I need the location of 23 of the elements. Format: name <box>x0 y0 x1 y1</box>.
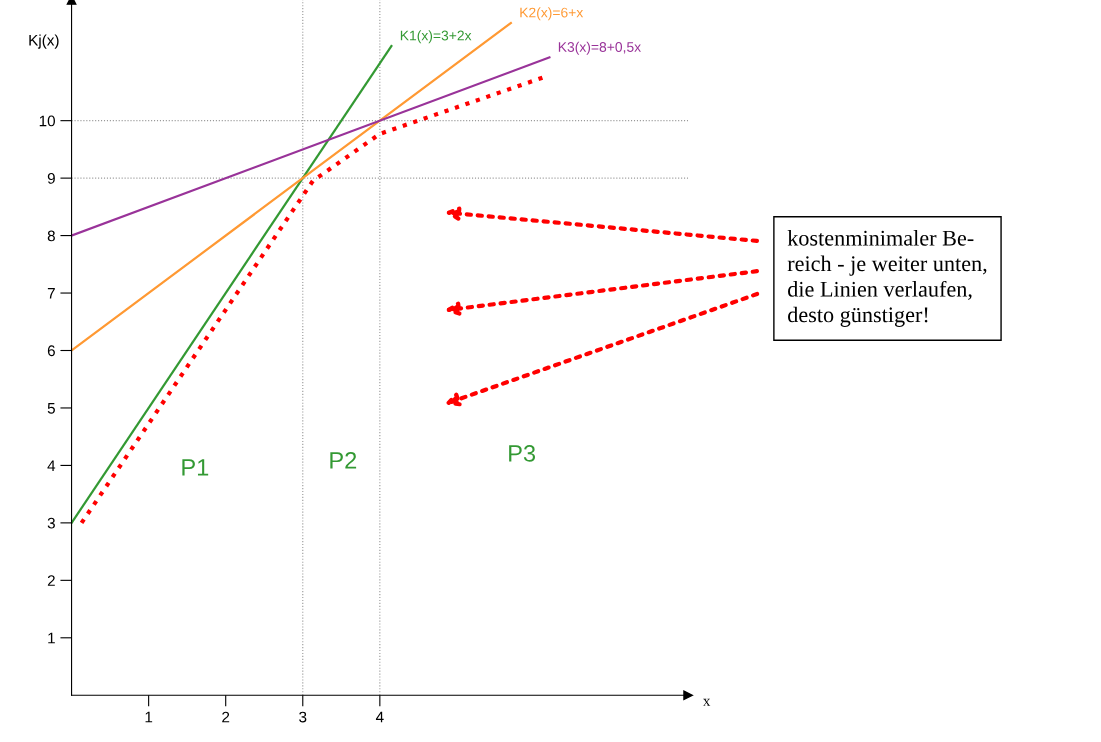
annotation: P3 <box>509 445 536 462</box>
y-tick-label: 1 <box>48 632 55 644</box>
y-tick-label: 2 <box>47 575 55 586</box>
y-tick-label: 4 <box>47 460 56 471</box>
y-tick-label: 9 <box>47 172 55 184</box>
x-tick-label: 4 <box>375 711 384 723</box>
x-tick-label: 3 <box>299 711 307 723</box>
y-tick-label: 5 <box>47 402 55 414</box>
y-tick-label: 3 <box>47 517 55 529</box>
annotation: P1 <box>182 459 209 476</box>
series-label: K3(x)=8+0,5x <box>558 41 641 55</box>
series-label: K1(x)=3+2x <box>400 30 472 44</box>
y-tick-label: 10 <box>39 115 55 127</box>
x-axis-title: x <box>702 698 711 706</box>
annotation: P2 <box>330 451 357 469</box>
y-axis-title: Kj(x) <box>29 34 59 49</box>
series-label: K2(x)=6+x <box>520 7 584 21</box>
y-tick-label: 6 <box>47 345 55 357</box>
y-tick-label: 8 <box>47 230 55 242</box>
text: kostenminimaler Be- reich - je weiter unten, die Linien verlaufen, desto günstiger! <box>787 230 987 327</box>
y-tick-label: 7 <box>47 288 55 299</box>
x-tick-label: 2 <box>222 711 230 723</box>
x-tick-label: 1 <box>145 711 153 723</box>
